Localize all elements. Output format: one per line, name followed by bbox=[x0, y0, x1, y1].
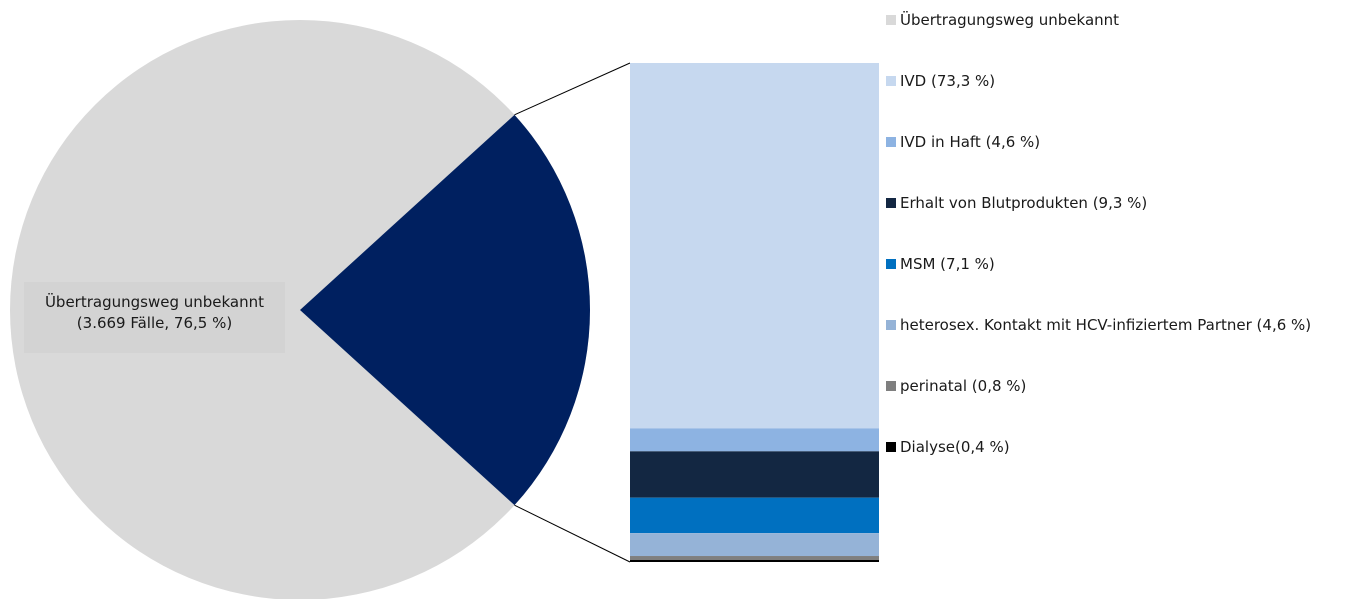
pie bbox=[10, 20, 590, 599]
pie-slice-unknown bbox=[10, 20, 590, 599]
legend-item: Übertragungsweg unbekannt bbox=[886, 10, 1119, 30]
legend-swatch bbox=[886, 442, 896, 452]
legend-swatch bbox=[886, 137, 896, 147]
legend-item: IVD (73,3 %) bbox=[886, 71, 995, 91]
legend-swatch bbox=[886, 76, 896, 86]
pie-slice-known bbox=[300, 114, 590, 506]
stacked-bar bbox=[630, 63, 879, 562]
pie-annotation-line-1: Übertragungsweg unbekannt bbox=[44, 293, 265, 311]
bar-segment-2 bbox=[630, 451, 879, 498]
legend-item: Erhalt von Blutprodukten (9,3 %) bbox=[886, 193, 1147, 213]
legend-label: Übertragungsweg unbekannt bbox=[900, 11, 1120, 29]
bar-segment-6 bbox=[630, 560, 879, 562]
legend-item: Dialyse(0,4 %) bbox=[886, 437, 1010, 457]
legend-swatch bbox=[886, 15, 896, 25]
legend-label: heterosex. Kontakt mit HCV-infiziertem P… bbox=[900, 316, 1312, 334]
pie-annotation-line-2: (3.669 Fälle, 76,5 %) bbox=[76, 314, 233, 332]
bar-segment-1 bbox=[630, 428, 879, 452]
legend-label: IVD in Haft (4,6 %) bbox=[900, 133, 1041, 151]
legend-swatch bbox=[886, 198, 896, 208]
legend-swatch bbox=[886, 381, 896, 391]
pie-slice-annotation: Übertragungsweg unbekannt (3.669 Fälle, … bbox=[24, 292, 285, 334]
connector-line-top bbox=[514, 62, 631, 116]
legend-swatch bbox=[886, 259, 896, 269]
legend-item: heterosex. Kontakt mit HCV-infiziertem P… bbox=[886, 315, 1311, 335]
legend-item: perinatal (0,8 %) bbox=[886, 376, 1026, 396]
legend-label: Dialyse(0,4 %) bbox=[900, 438, 1010, 456]
legend-label: perinatal (0,8 %) bbox=[900, 377, 1027, 395]
legend-label: MSM (7,1 %) bbox=[900, 255, 995, 273]
connector-lines bbox=[514, 62, 631, 563]
bar-segment-0 bbox=[630, 63, 879, 429]
bar-segment-4 bbox=[630, 533, 879, 557]
legend-label: IVD (73,3 %) bbox=[900, 72, 996, 90]
legend-item: IVD in Haft (4,6 %) bbox=[886, 132, 1040, 152]
bar-segment-3 bbox=[630, 497, 879, 534]
pie-label-background bbox=[24, 282, 285, 353]
legend-swatch bbox=[886, 320, 896, 330]
bar-segment-5 bbox=[630, 556, 879, 561]
legend-label: Erhalt von Blutprodukten (9,3 %) bbox=[900, 194, 1148, 212]
legend-item: MSM (7,1 %) bbox=[886, 254, 995, 274]
connector-line-bottom bbox=[514, 504, 631, 563]
